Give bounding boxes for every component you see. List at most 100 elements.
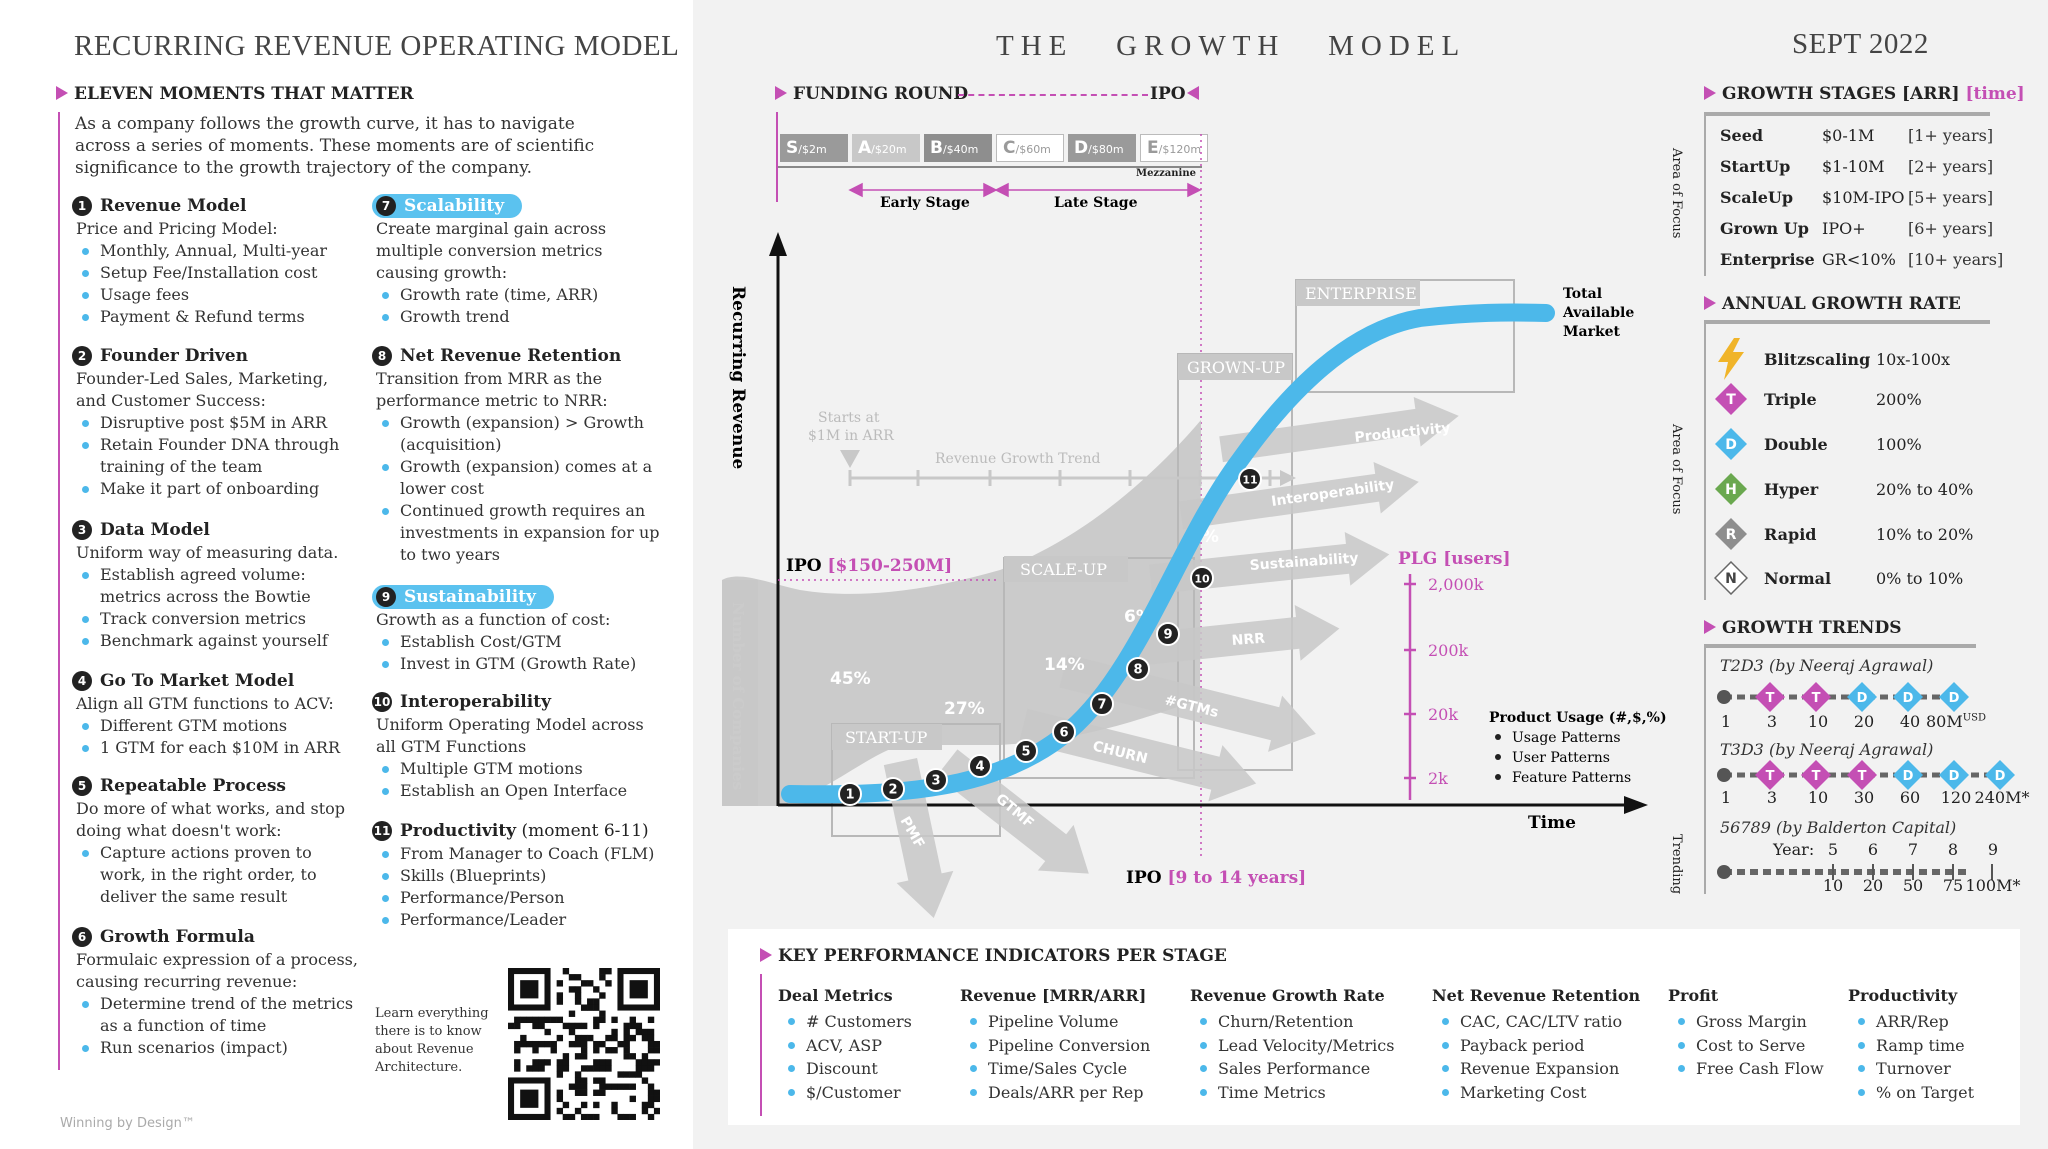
plg-tick: 2k	[1428, 769, 1448, 788]
double-badge-icon	[1847, 682, 1877, 712]
list-item: Run scenarios (impact)	[76, 1037, 372, 1059]
funding-dash	[958, 94, 1148, 96]
funding-left-rule	[776, 112, 778, 202]
growth-stages-heading: GROWTH STAGES [ARR] [time]	[1704, 84, 2025, 104]
kpi-column-title: Profit	[1668, 986, 1719, 1005]
table-row: ScaleUp $10M-IPO [5+ years]	[1720, 188, 1994, 207]
trend-value: 5	[1827, 840, 1839, 859]
curve-point-marker	[1014, 739, 1038, 763]
triangle-marker-icon	[760, 948, 772, 962]
balderton-years: 5 6 7 8 9	[1716, 840, 2036, 862]
curve-point-marker	[838, 782, 862, 806]
early-stage-label: Early Stage	[880, 195, 970, 211]
annual-growth-side-label: Area of Focus	[1669, 424, 1684, 515]
kpi-column-title: Productivity	[1848, 986, 1958, 1005]
revenue-trend-ticks	[848, 470, 1272, 486]
moment-number: 6	[72, 927, 92, 947]
list-item: Feature Patterns	[1512, 770, 1631, 786]
triple-badge-icon	[1755, 682, 1785, 712]
list-item: Growth (expansion) comes at a lower cost	[376, 456, 660, 500]
list-item: % on Target	[1852, 1081, 1974, 1105]
curve-point-label: 1	[845, 788, 854, 803]
curve-point-marker	[968, 754, 992, 778]
curve-point-label: 10	[1194, 573, 1210, 586]
sustainability-pill: 9 Sustainability	[372, 585, 554, 609]
qr-code[interactable]	[508, 968, 661, 1121]
arrow-right-icon	[983, 182, 998, 198]
trend-value: 100M*	[1965, 876, 2021, 895]
growth-trends-vrule	[1704, 648, 1706, 894]
moment-11: 11 Productivity (moment 6-11) From Manage…	[372, 819, 672, 931]
lightning-icon	[1718, 338, 1744, 380]
moment-title: Repeatable Process	[100, 776, 286, 796]
list-item: Monthly, Annual, Multi-year	[76, 240, 362, 262]
list-item: # Customers	[782, 1010, 912, 1034]
growth-trends-heading: GROWTH TRENDS	[1704, 618, 1901, 638]
list-item: Track conversion metrics	[76, 608, 362, 630]
list-item: Invest in GTM (Growth Rate)	[376, 653, 662, 675]
moment-3: 3 Data Model Uniform way of measuring dat…	[72, 518, 362, 652]
rapid-badge-icon: R	[1715, 518, 1747, 550]
kpi-column-productivity: Productivity ARR/Rep Ramp time Turnover% o…	[1848, 986, 1974, 1104]
double-badge-icon	[1893, 682, 1923, 712]
kpi-column-title: Net Revenue Retention	[1432, 986, 1641, 1005]
triangle-marker-icon	[1704, 620, 1716, 634]
moment-number: 2	[72, 346, 92, 366]
moment-desc: Do more of what works, and stop doing wh…	[76, 799, 345, 840]
trend-value: 3	[1766, 788, 1778, 807]
triple-badge-icon	[1755, 760, 1785, 790]
trend-value: 80MUSD	[1925, 712, 1987, 731]
curve-point-label: 11	[1242, 474, 1257, 487]
left-rule	[58, 112, 60, 1070]
list-item: Different GTM motions	[76, 715, 372, 737]
round-c: C/$60m	[996, 134, 1064, 162]
startup-label: START-UP	[845, 728, 928, 747]
list-item: Pipeline Conversion	[964, 1034, 1150, 1058]
list-item: Determine trend of the metrics as a func…	[76, 993, 370, 1037]
moments-heading: ELEVEN MOMENTS THAT MATTER	[56, 84, 414, 104]
moment-desc: Transition from MRR as the performance m…	[376, 369, 608, 410]
trend-value: 10	[1807, 712, 1829, 731]
funding-rounds: S/$2m A/$20m B/$40m C/$60m D/$80m E/$120…	[780, 134, 1208, 162]
funding-title: FUNDING ROUND	[793, 84, 969, 104]
svg-text:T: T	[1726, 392, 1736, 408]
moment-title: Productivity	[400, 821, 517, 841]
round-s: S/$2m	[780, 134, 848, 162]
round-a: A/$20m	[852, 134, 920, 162]
list-item: Deals/ARR per Rep	[964, 1081, 1150, 1105]
moment-4: 4 Go To Market Model Align all GTM functi…	[72, 669, 372, 759]
product-usage-list: Usage Patterns User Patterns Feature Pat…	[1495, 730, 1631, 786]
scalability-pill: 7 Scalability	[372, 194, 523, 218]
trend-value: 8	[1947, 840, 1959, 859]
kpi-column-title: Revenue Growth Rate	[1190, 986, 1385, 1005]
list-item: Sales Performance	[1194, 1057, 1394, 1081]
trend-value: 75	[1942, 876, 1964, 895]
triangle-marker-icon	[1704, 296, 1716, 310]
product-usage-title: Product Usage (#,$,%)	[1489, 710, 1667, 726]
list-item: ACV, ASP	[782, 1034, 912, 1058]
moment-9: 9 Sustainability Growth as a function of …	[372, 585, 662, 675]
kpi-column-title: Revenue [MRR/ARR]	[960, 986, 1147, 1005]
list-item: Skills (Blueprints)	[376, 865, 672, 887]
rate-row-normal: N Normal 0% to 10%	[1714, 561, 1963, 595]
moment-number: 1	[72, 196, 92, 216]
list-item: Make it part of onboarding	[76, 478, 362, 500]
list-item: Marketing Cost	[1436, 1081, 1640, 1105]
list-item: Payback period	[1436, 1034, 1640, 1058]
list-item: Performance/Leader	[376, 909, 672, 931]
list-item: Benchmark against yourself	[76, 630, 362, 652]
list-item: Performance/Person	[376, 887, 672, 909]
kpi-column-growth: Revenue Growth Rate Churn/Retention Lead …	[1190, 986, 1394, 1104]
flow-arrow-interoperability	[1179, 462, 1419, 530]
currency-superscript: USD	[1962, 712, 1987, 724]
list-item: Growth (expansion) > Growth (acquisition…	[376, 412, 662, 456]
moment-title: Go To Market Model	[100, 671, 295, 691]
rate-row-rapid: R Rapid 10% to 20%	[1714, 517, 1973, 551]
growth-trends-title: GROWTH TRENDS	[1722, 618, 1902, 638]
growth-stages-side-label: Area of Focus	[1669, 148, 1684, 239]
moment-5: 5 Repeatable Process Do more of what work…	[72, 774, 372, 908]
curve-point-label: 7	[1097, 698, 1106, 713]
trend-value: 60	[1899, 788, 1921, 807]
kpi-column-revenue: Revenue [MRR/ARR] Pipeline Volume Pipelin…	[960, 986, 1150, 1104]
